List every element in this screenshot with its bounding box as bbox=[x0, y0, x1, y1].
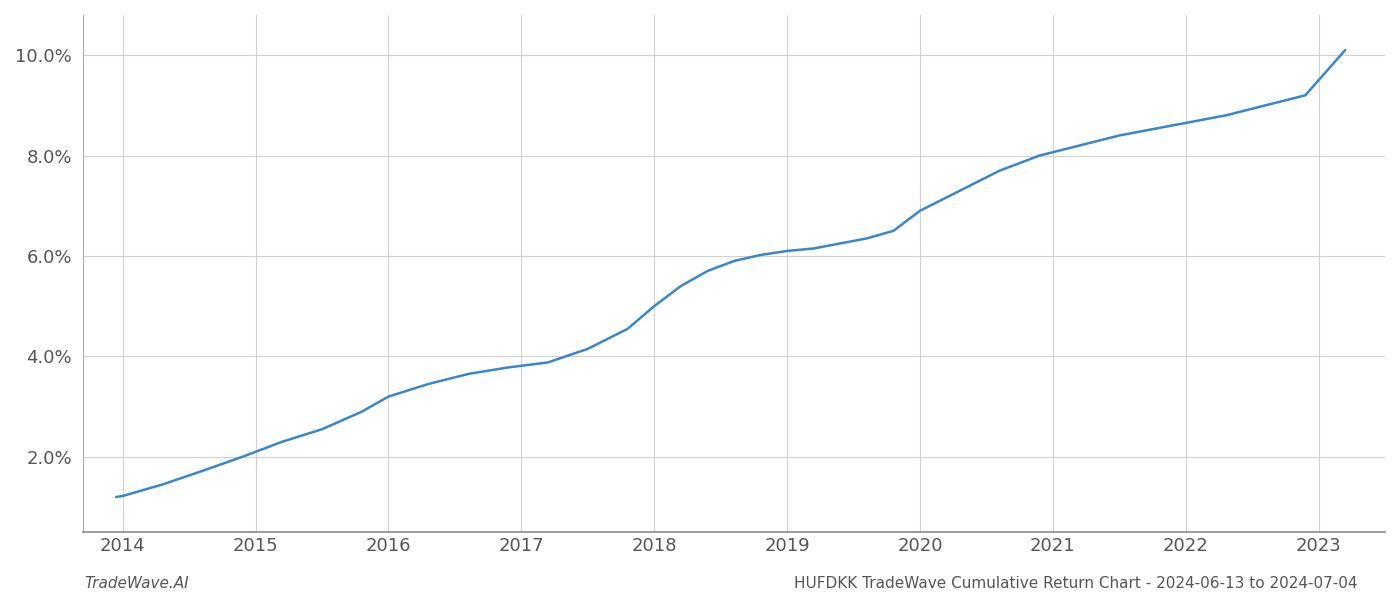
Text: HUFDKK TradeWave Cumulative Return Chart - 2024-06-13 to 2024-07-04: HUFDKK TradeWave Cumulative Return Chart… bbox=[795, 576, 1358, 591]
Text: TradeWave.AI: TradeWave.AI bbox=[84, 576, 189, 591]
